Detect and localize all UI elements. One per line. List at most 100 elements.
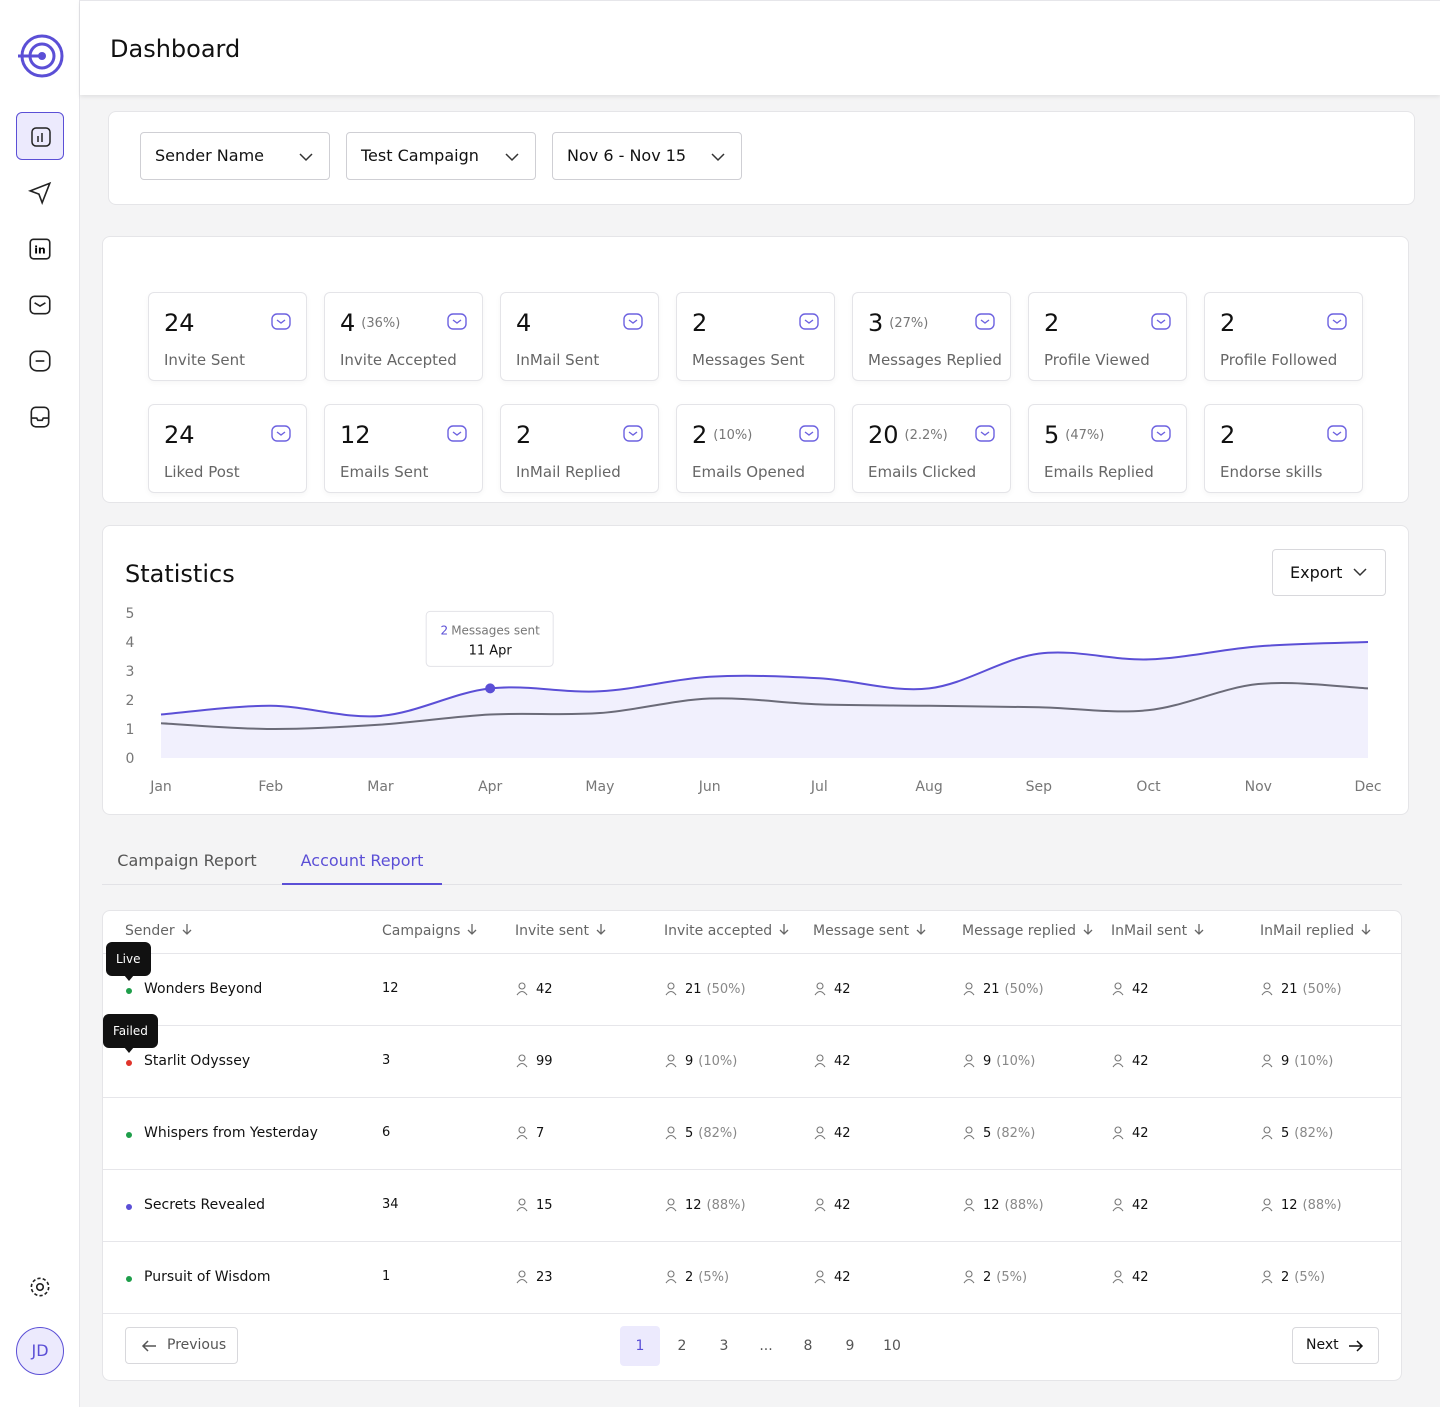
tooltip-arrow [124,1047,134,1053]
column-header[interactable]: Campaigns [382,923,478,939]
cell-value: 6 [382,1125,391,1140]
table-cell: 12 [382,981,399,996]
cell-icon [963,1198,975,1212]
column-header[interactable]: InMail replied [1260,923,1372,939]
x-tick-label: Oct [1136,779,1161,795]
page-number[interactable]: 1 [620,1326,660,1366]
table-cell: 42 [813,1125,851,1141]
cell-value: 21 [983,981,1000,997]
cell-percent: (10%) [996,1053,1036,1069]
nav-messages[interactable] [27,348,53,374]
cell-value: 12 [382,981,399,996]
status-dot [126,1132,132,1138]
y-tick-label: 4 [126,635,135,651]
table-cell: 12 (88%) [1260,1197,1342,1213]
cell-icon [1261,982,1273,996]
cell-icon [963,1054,975,1068]
column-header[interactable]: Message replied [962,923,1094,939]
y-tick-label: 3 [126,664,135,680]
column-header[interactable]: Invite sent [515,923,607,939]
cell-percent: (82%) [996,1125,1036,1141]
stat-card: 3 (27%) Messages Replied [852,292,1011,381]
stat-number: 20 [868,421,899,449]
card-icon [975,425,995,442]
column-header[interactable]: Message sent [813,923,927,939]
stat-label: InMail Sent [516,351,600,369]
page-number[interactable]: 3 [719,1338,729,1354]
x-tick-label: Dec [1354,779,1381,795]
stat-value: 2 [1220,421,1235,449]
sender-name: Secrets Revealed [144,1197,266,1213]
cell-value: 99 [536,1053,553,1069]
cell-icon [814,1126,826,1140]
cell-value: 42 [834,1125,851,1141]
nav-settings[interactable] [27,1274,53,1300]
cell-icon [516,1270,528,1284]
stat-card: 2 (10%) Emails Opened [676,404,835,493]
tab[interactable]: Account Report [282,840,442,885]
stat-number: 24 [164,421,195,449]
nav-campaigns[interactable] [27,180,53,206]
table-cell: 2 (5%) [1260,1269,1325,1285]
cell-value: 9 [685,1053,694,1069]
row-divider [103,1313,1401,1314]
stat-card: 5 (47%) Emails Replied [1028,404,1187,493]
svg-text:in: in [34,243,45,256]
cell-percent: (50%) [1004,981,1044,997]
cell-percent: (50%) [1302,981,1342,997]
nav-linkedin[interactable]: in [27,236,53,262]
nav-inbox[interactable] [27,404,53,430]
page-number[interactable]: 2 [677,1338,687,1354]
column-header[interactable]: Invite accepted [664,923,790,939]
y-tick-label: 0 [126,751,135,767]
table-cell: 6 [382,1125,390,1140]
stat-label: Emails Clicked [868,463,977,481]
page-number[interactable]: 8 [803,1338,813,1354]
stat-number: 5 [1044,421,1060,449]
stat-value: 2 [1220,309,1235,337]
avatar[interactable]: JD [16,1327,64,1375]
tabs: Campaign Report Account Report [102,840,1402,885]
column-header[interactable]: InMail sent [1111,923,1205,939]
cell-icon [1261,1198,1273,1212]
export-button[interactable]: Export [1272,549,1386,596]
dropdown-label: Nov 6 - Nov 15 [567,146,687,165]
stat-label: Emails Opened [692,463,806,481]
stat-label: Profile Viewed [1044,351,1150,369]
cell-value: 1 [382,1269,391,1284]
tab[interactable]: Campaign Report [117,851,257,870]
stat-label: Liked Post [164,463,240,481]
status-dot [126,988,132,994]
stat-card: 2 InMail Replied [500,404,659,493]
next-button[interactable]: Next [1292,1327,1379,1364]
page-number[interactable]: 9 [845,1338,855,1354]
previous-button[interactable]: Previous [125,1327,238,1364]
y-tick-label: 1 [126,722,135,738]
table-cell: 42 [1111,981,1149,997]
x-tick-label: Feb [258,779,283,795]
x-tick-label: May [585,779,614,795]
column-title: Invite sent [515,923,589,939]
stat-value: 2 (10%) [692,421,752,449]
nav-mail[interactable] [27,292,53,318]
stat-value: 20 (2.2%) [868,421,948,449]
table-cell: 9 (10%) [664,1053,737,1069]
page-number[interactable]: ... [759,1338,773,1354]
dropdown[interactable]: Sender Name [140,132,330,180]
table-cell: 42 [813,1197,851,1213]
stat-card: 12 Emails Sent [324,404,483,493]
column-header[interactable]: Sender [125,923,193,939]
cell-icon [814,1270,826,1284]
tooltip-count: 2 [441,623,449,637]
stat-card: 2 Profile Followed [1204,292,1363,381]
dropdown[interactable]: Nov 6 - Nov 15 [552,132,742,180]
dropdown[interactable]: Test Campaign [346,132,536,180]
stat-value: 24 [164,309,195,337]
stat-label: Endorse skills [1220,463,1323,481]
page-number[interactable]: 10 [883,1338,901,1354]
sender-name: Starlit Odyssey [144,1053,251,1069]
nav-dashboard[interactable] [16,112,64,160]
card-icon [447,313,467,330]
card-icon [623,425,643,442]
cell-value: 12 [983,1197,1000,1213]
